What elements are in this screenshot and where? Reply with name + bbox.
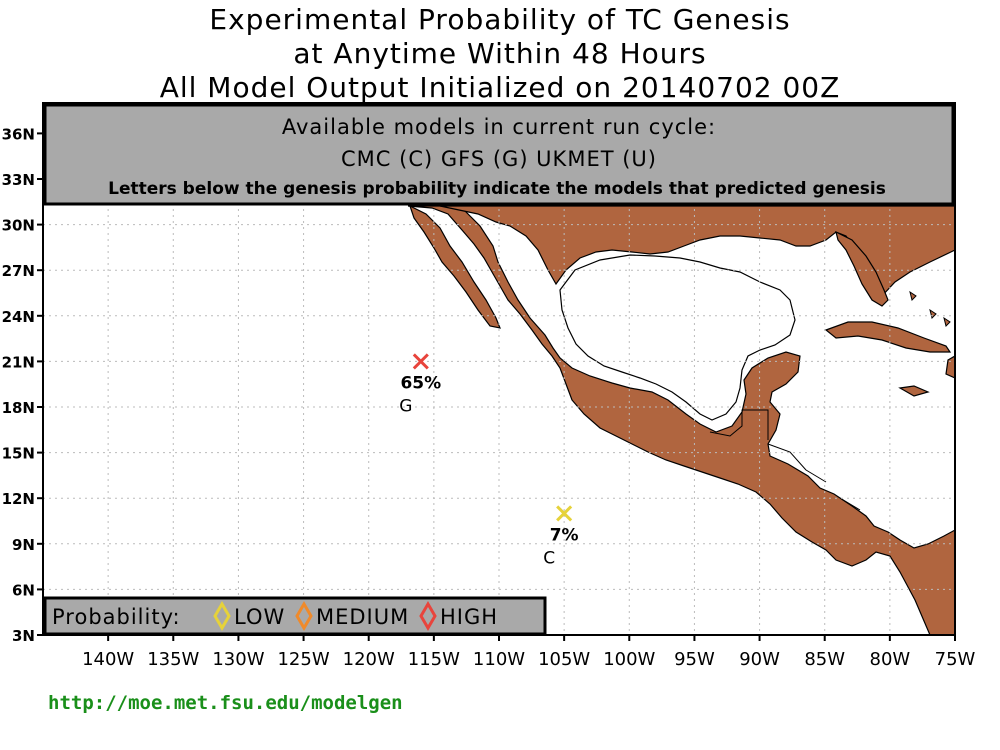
lat-label: 18N [2, 399, 35, 417]
genesis-markers: 65% G 7% C [399, 353, 579, 568]
lat-label: 24N [2, 308, 35, 326]
legend-item-label: LOW [234, 605, 285, 629]
lon-label: 85W [804, 649, 845, 670]
legend-item: HIGH [419, 601, 498, 631]
legend-item: MEDIUM [295, 601, 409, 631]
lon-label: 140W [82, 649, 134, 670]
diamond-icon [419, 601, 437, 631]
genesis-point[interactable]: 7% C [543, 505, 579, 568]
lon-label: 110W [473, 649, 525, 670]
title-line-3: All Model Output Initialized on 20140702… [159, 71, 841, 104]
lon-label: 130W [212, 649, 264, 670]
lat-label: 33N [2, 171, 35, 189]
info-line-1: Available models in current run cycle: [282, 115, 716, 139]
lat-label: 12N [2, 490, 35, 508]
lat-label: 15N [2, 445, 35, 463]
legend-item-label: HIGH [440, 605, 498, 629]
lat-label: 21N [2, 353, 35, 371]
legend-item: LOW [213, 601, 285, 631]
x-marker-icon [556, 505, 573, 522]
lon-label: 90W [739, 649, 780, 670]
info-line-2: CMC (C) GFS (G) UKMET (U) [341, 147, 657, 171]
land-cuba [824, 321, 952, 353]
diamond-icon [295, 601, 313, 631]
legend-item-label: MEDIUM [316, 605, 409, 629]
lon-label: 120W [343, 649, 395, 670]
lon-label: 115W [408, 649, 460, 670]
land-florida [835, 230, 889, 307]
grid-lines [43, 203, 956, 635]
title-line-1: Experimental Probability of TC Genesis [209, 3, 791, 36]
title-line-2: at Anytime Within 48 Hours [293, 37, 707, 70]
lat-label: 3N [12, 627, 35, 645]
probability-label: 65% [400, 373, 441, 393]
land-baja [408, 204, 501, 329]
land-layer [407, 204, 955, 635]
model-letters: C [543, 548, 555, 568]
legend: Probability: LOW MEDIUM HIGH [43, 596, 547, 636]
model-letters: G [399, 396, 412, 416]
land-hispaniola [945, 355, 955, 379]
source-url[interactable]: http://moe.met.fsu.edu/modelgen [48, 692, 403, 714]
gulf-of-mexico [559, 254, 796, 421]
country-borders [709, 409, 901, 541]
lon-label: 95W [674, 649, 715, 670]
axis-ticks: 36N 33N 30N 27N 24N 21N 18N 15N 12N 9N 6N 3N 140W 135… [2, 125, 976, 670]
info-box: Available models in current run cycle: C… [43, 103, 955, 206]
lat-label: 6N [12, 581, 35, 599]
legend-label: Probability: [52, 605, 181, 629]
land-jamaica [898, 385, 930, 397]
probability-label: 7% [550, 525, 579, 545]
land-bahamas [909, 290, 951, 327]
lon-label: 125W [277, 649, 329, 670]
genesis-point[interactable]: 65% G [399, 353, 441, 416]
lon-label: 135W [147, 649, 199, 670]
lon-label: 80W [870, 649, 911, 670]
x-marker-icon [412, 353, 429, 370]
lon-label: 75W [935, 649, 976, 670]
lon-label: 100W [603, 649, 655, 670]
lat-label: 9N [12, 536, 35, 554]
lat-label: 30N [2, 217, 35, 235]
lat-label: 36N [2, 125, 35, 143]
diamond-icon [213, 601, 231, 631]
lat-label: 27N [2, 262, 35, 280]
lon-label: 105W [538, 649, 590, 670]
info-line-3: Letters below the genesis probability in… [108, 179, 886, 199]
